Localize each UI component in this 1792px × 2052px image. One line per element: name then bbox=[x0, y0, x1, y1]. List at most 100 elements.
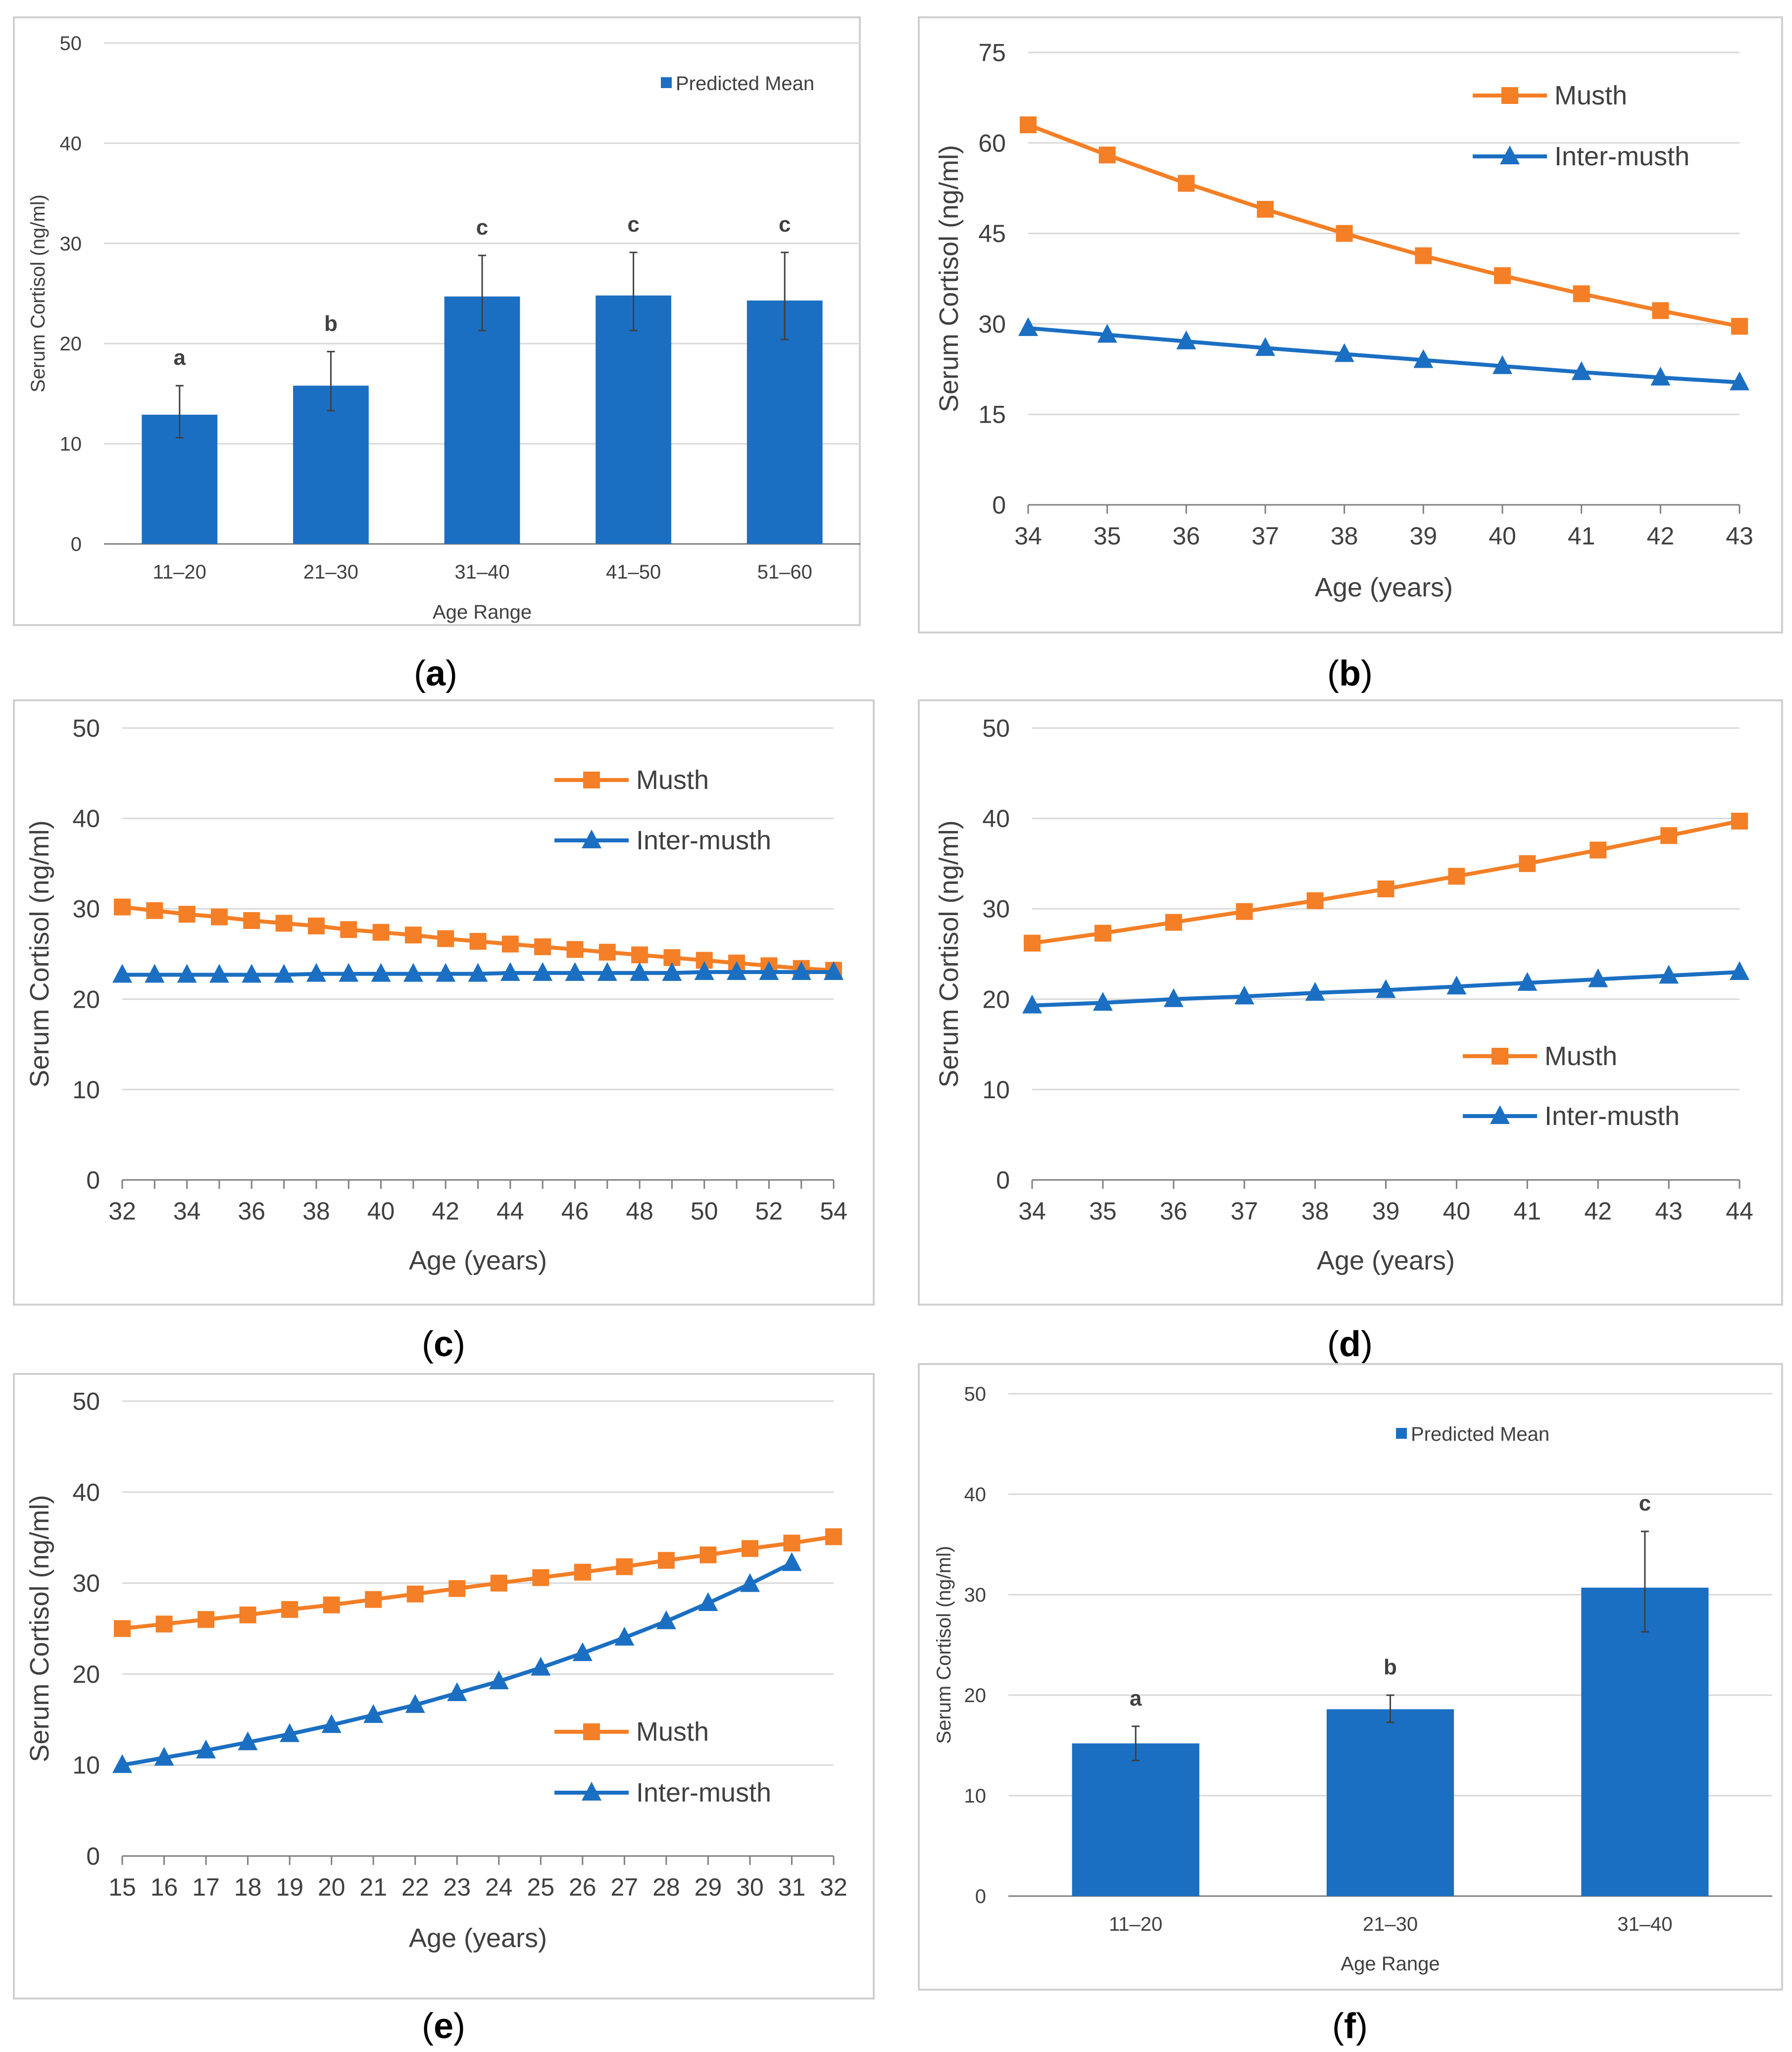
x-tick-label: 11–20 bbox=[1109, 1913, 1162, 1935]
x-tick-label: 18 bbox=[234, 1873, 262, 1901]
y-tick-label: 40 bbox=[982, 805, 1010, 832]
data-point-inter-musth bbox=[694, 961, 714, 980]
x-tick-label: 24 bbox=[485, 1873, 513, 1901]
data-point-inter-musth bbox=[662, 962, 682, 981]
data-point-musth bbox=[406, 1585, 424, 1603]
y-tick-label: 20 bbox=[964, 1685, 987, 1707]
data-point-inter-musth bbox=[824, 961, 844, 980]
x-tick-label: 30 bbox=[736, 1873, 764, 1901]
caption-letter: c bbox=[434, 1324, 453, 1364]
legend-label: Musth bbox=[1554, 81, 1627, 110]
panel-b: 0 15 30 45 60 75 Age (years) Serum Cortisol (ng… bbox=[918, 16, 1783, 693]
x-tick-label: 26 bbox=[569, 1873, 597, 1901]
caption-letter: b bbox=[1339, 654, 1361, 693]
significance-letter: b bbox=[324, 311, 338, 336]
series-line-inter-musth bbox=[1028, 326, 1740, 385]
significance-letter: b bbox=[1384, 1655, 1397, 1679]
y-tick-label: 30 bbox=[72, 1569, 100, 1597]
x-tick-label: 40 bbox=[1489, 522, 1516, 550]
data-point-musth bbox=[1448, 868, 1465, 885]
x-tick-label: 21 bbox=[359, 1873, 387, 1901]
y-tick-label: 0 bbox=[996, 1167, 1010, 1194]
x-tick-label: 44 bbox=[1726, 1197, 1753, 1225]
data-point-inter-musth bbox=[1376, 979, 1396, 998]
panel-c: 0 10 20 30 40 50 Age (years) Serum Cortisol (ng… bbox=[13, 699, 875, 1364]
x-tick-label: 38 bbox=[1331, 522, 1358, 550]
x-tick-label: 22 bbox=[401, 1873, 429, 1901]
data-point-inter-musth bbox=[572, 1642, 593, 1661]
y-tick-label: 20 bbox=[72, 1661, 100, 1688]
data-point-inter-musth bbox=[447, 1682, 467, 1701]
bar bbox=[1072, 1743, 1199, 1896]
y-tick-label: 40 bbox=[60, 133, 82, 154]
legend-marker bbox=[1490, 1105, 1510, 1124]
data-point-inter-musth bbox=[1571, 361, 1592, 380]
caption-paren-close: ) bbox=[1361, 654, 1373, 693]
data-point-inter-musth bbox=[1255, 337, 1275, 356]
bar bbox=[444, 296, 520, 544]
data-point-inter-musth bbox=[759, 961, 779, 980]
data-point-musth bbox=[198, 1611, 215, 1628]
data-point-inter-musth bbox=[209, 964, 229, 983]
panel-frame bbox=[13, 16, 861, 626]
y-tick-label: 0 bbox=[992, 491, 1006, 519]
data-point-inter-musth bbox=[371, 963, 391, 982]
data-point-inter-musth bbox=[238, 1731, 258, 1751]
data-point-musth bbox=[281, 1601, 299, 1618]
data-point-inter-musth bbox=[1234, 985, 1254, 1005]
x-tick-label: 32 bbox=[820, 1873, 847, 1901]
data-point-musth bbox=[566, 941, 584, 958]
x-axis-title: Age (years) bbox=[409, 1923, 547, 1953]
data-point-musth bbox=[448, 1580, 466, 1597]
significance-letter: c bbox=[779, 212, 791, 237]
x-axis-title: Age Range bbox=[1341, 1953, 1440, 1975]
caption-paren-open: ( bbox=[1332, 2006, 1344, 2046]
x-tick-label: 19 bbox=[276, 1873, 303, 1901]
y-tick-label: 30 bbox=[60, 233, 82, 255]
caption-paren-open: ( bbox=[422, 2006, 434, 2046]
caption-paren-open: ( bbox=[414, 654, 426, 693]
y-tick-label: 0 bbox=[975, 1886, 986, 1907]
significance-letter: c bbox=[1639, 1491, 1651, 1515]
data-point-musth bbox=[783, 1534, 800, 1552]
data-point-musth bbox=[340, 921, 357, 938]
x-tick-label: 36 bbox=[1173, 522, 1200, 550]
y-tick-label: 10 bbox=[964, 1785, 987, 1807]
legend-label: Inter-musth bbox=[636, 826, 771, 855]
x-tick-label: 39 bbox=[1372, 1197, 1400, 1225]
caption-paren-open: ( bbox=[1327, 654, 1339, 693]
data-point-musth bbox=[1377, 880, 1394, 898]
y-axis-title: Serum Cortisol (ng/ml) bbox=[934, 145, 964, 412]
data-point-inter-musth bbox=[112, 964, 132, 983]
series-line-musth bbox=[1027, 123, 1740, 329]
panel-e: 0 10 20 30 40 50 Age (years) Serum Cortisol (ng… bbox=[13, 1373, 875, 2046]
panel-a: 0 10 20 30 40 50 Age Range Serum Cortisol (ng/m… bbox=[13, 16, 861, 693]
x-tick-label: 41 bbox=[1513, 1197, 1541, 1225]
panel-frame bbox=[918, 16, 1783, 634]
data-point-inter-musth bbox=[1305, 982, 1325, 1001]
data-point-musth bbox=[1519, 855, 1536, 872]
data-point-musth bbox=[598, 943, 616, 961]
x-tick-label: 29 bbox=[695, 1873, 722, 1901]
y-tick-label: 0 bbox=[71, 534, 82, 555]
data-point-inter-musth bbox=[500, 962, 520, 981]
legend-label: Inter-musth bbox=[1544, 1101, 1680, 1131]
data-point-musth bbox=[275, 915, 293, 932]
panel-caption: (a) bbox=[414, 654, 457, 693]
data-point-inter-musth bbox=[489, 1670, 509, 1690]
x-tick-label: 43 bbox=[1655, 1197, 1683, 1225]
legend-marker bbox=[582, 1782, 601, 1801]
data-point-inter-musth bbox=[1093, 992, 1113, 1011]
x-tick-label: 41 bbox=[1568, 522, 1595, 550]
y-tick-label: 30 bbox=[72, 895, 100, 923]
y-tick-label: 50 bbox=[982, 715, 1010, 742]
x-tick-label: 16 bbox=[150, 1873, 178, 1901]
data-point-inter-musth bbox=[1730, 371, 1749, 391]
x-tick-label: 36 bbox=[1160, 1197, 1188, 1225]
legend-marker bbox=[1492, 1048, 1508, 1065]
legend-marker bbox=[1500, 146, 1520, 164]
y-tick-label: 50 bbox=[72, 1388, 100, 1416]
x-tick-label: 28 bbox=[652, 1873, 680, 1901]
caption-paren-close: ) bbox=[453, 2006, 465, 2046]
data-point-inter-musth bbox=[1730, 961, 1749, 980]
